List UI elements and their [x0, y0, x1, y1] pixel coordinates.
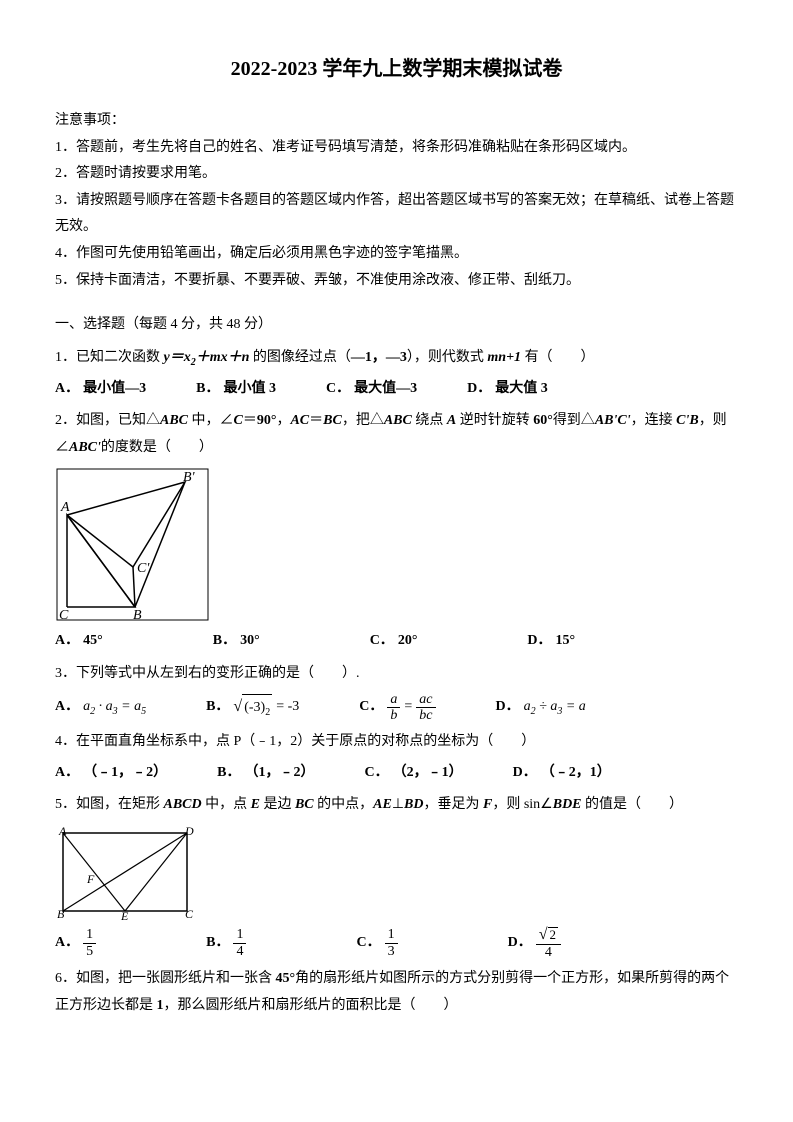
option-d: D． 24	[508, 926, 561, 960]
svg-text:B: B	[57, 907, 65, 920]
notice-item: 1．答题前，考生先将自己的姓名、准考证号码填写清楚，将条形码准确粘贴在条形码区域…	[55, 135, 738, 162]
notice-list: 1．答题前，考生先将自己的姓名、准考证号码填写清楚，将条形码准确粘贴在条形码区域…	[55, 135, 738, 295]
q3-options: A．a2 · a3 = a5 B． (-3)2 = -3 C． ab = acb…	[55, 692, 738, 724]
q2-options: A．45° B．30° C．20° D．15°	[55, 628, 738, 655]
q1-formula: y＝x2＋mx＋n	[164, 350, 250, 365]
option-a: A． 15	[55, 927, 96, 959]
option-a: A．最小值—3	[55, 376, 146, 403]
option-d: D．15°	[527, 628, 575, 655]
option-d: D．最大值 3	[467, 376, 548, 403]
notice-header: 注意事项：	[55, 108, 738, 135]
option-d: D．（﹣2，1）	[513, 760, 611, 787]
svg-text:B: B	[133, 608, 142, 622]
q1-point: —1，—3	[351, 350, 407, 365]
option-a: A．a2 · a3 = a5	[55, 694, 146, 721]
svg-text:D: D	[184, 825, 194, 838]
svg-text:A: A	[58, 825, 67, 838]
q4-options: A．（﹣1，﹣2） B．（1，﹣2） C．（2，﹣1） D．（﹣2，1）	[55, 760, 738, 787]
option-c: C．最大值—3	[326, 376, 417, 403]
option-c: C． ab = acbc	[359, 692, 435, 724]
svg-text:F: F	[86, 872, 95, 886]
svg-text:A: A	[60, 500, 70, 515]
section-heading: 一、选择题（每题 4 分，共 48 分）	[55, 312, 738, 339]
option-b: B．最小值 3	[196, 376, 276, 403]
svg-text:B': B'	[183, 470, 196, 485]
option-c: C． 13	[356, 927, 397, 959]
q5-options: A． 15 B． 14 C． 13 D． 24	[55, 926, 738, 960]
q1-text: 1．已知二次函数	[55, 350, 164, 365]
q1-text: 的图像经过点（	[249, 350, 351, 365]
option-a: A．（﹣1，﹣2）	[55, 760, 167, 787]
question-2: 2．如图，已知△ABC 中，∠C＝90°，AC＝BC，把△ABC 绕点 A 逆时…	[55, 408, 738, 461]
q5-figure: A D B E C F	[55, 825, 195, 920]
q1-options: A．最小值—3 B．最小值 3 C．最大值—3 D．最大值 3	[55, 376, 738, 403]
notice-item: 4．作图可先使用铅笔画出，确定后必须用黑色字迹的签字笔描黑。	[55, 241, 738, 268]
question-1: 1．已知二次函数 y＝x2＋mx＋n 的图像经过点（—1，—3），则代数式 mn…	[55, 345, 738, 372]
notice-item: 2．答题时请按要求用笔。	[55, 161, 738, 188]
notice-item: 5．保持卡面清洁，不要折暴、不要弄破、弄皱，不准使用涂改液、修正带、刮纸刀。	[55, 268, 738, 295]
svg-text:E: E	[120, 909, 129, 920]
option-b: B．（1，﹣2）	[217, 760, 314, 787]
option-c: C．（2，﹣1）	[364, 760, 462, 787]
q1-expr: mn+1	[487, 350, 521, 365]
q1-text: 有（ ）	[521, 350, 595, 365]
option-b: B．30°	[213, 628, 260, 655]
q2-figure: A B' C' C B	[55, 467, 210, 622]
q1-text: ），则代数式	[407, 350, 488, 365]
svg-text:C: C	[185, 907, 194, 920]
question-5: 5．如图，在矩形 ABCD 中，点 E 是边 BC 的中点，AE⊥BD，垂足为 …	[55, 792, 738, 819]
svg-text:C': C'	[137, 561, 150, 576]
option-b: B． 14	[206, 927, 246, 959]
notice-item: 3．请按照题号顺序在答题卡各题目的答题区域内作答，超出答题区域书写的答案无效；在…	[55, 188, 738, 241]
question-3: 3．下列等式中从左到右的变形正确的是（ ）.	[55, 661, 738, 688]
option-c: C．20°	[370, 628, 418, 655]
page-title: 2022-2023 学年九上数学期末模拟试卷	[55, 50, 738, 88]
option-a: A．45°	[55, 628, 103, 655]
option-b: B． (-3)2 = -3	[206, 692, 299, 722]
question-6: 6．如图，把一张圆形纸片和一张含 45°角的扇形纸片如图所示的方式分别剪得一个正…	[55, 966, 738, 1019]
option-d: D．a2 ÷ a3 = a	[496, 694, 586, 721]
question-4: 4．在平面直角坐标系中，点 P（﹣1，2）关于原点的对称点的坐标为（ ）	[55, 729, 738, 756]
svg-text:C: C	[59, 608, 69, 622]
